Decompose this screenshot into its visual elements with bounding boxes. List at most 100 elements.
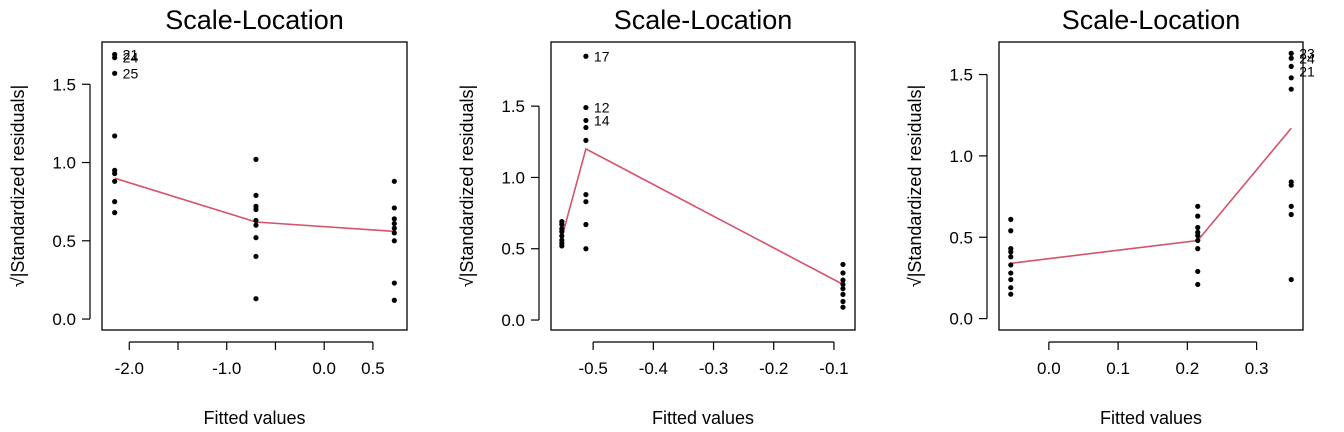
x-tick-label: -0.5: [578, 359, 607, 378]
data-point: [112, 133, 118, 139]
x-tick-label: 0.0: [312, 359, 336, 378]
panel-title: Scale-Location: [165, 5, 344, 35]
x-tick-label: 0.0: [1037, 359, 1061, 378]
x-tick-label: -2.0: [115, 359, 144, 378]
data-point: [253, 253, 259, 260]
data-point: [1195, 237, 1201, 244]
data-point: [1288, 50, 1294, 56]
y-tick-label: 0.0: [52, 310, 76, 329]
data-point: [1288, 86, 1294, 92]
y-tick-label: 0.5: [52, 232, 76, 251]
data-point: [1008, 270, 1014, 276]
data-point: [253, 192, 259, 198]
data-point: [840, 270, 846, 276]
y-tick-label: 1.5: [501, 97, 525, 116]
data-point: [1288, 203, 1294, 209]
y-tick-label: 0.5: [949, 228, 973, 247]
data-point: [1008, 254, 1014, 260]
data-point: [583, 199, 589, 205]
data-point: [1195, 203, 1201, 209]
data-point: [253, 222, 259, 228]
plot-frame: [550, 41, 856, 331]
y-tick-label: 1.0: [949, 147, 973, 166]
data-point: [840, 281, 846, 287]
data-point: [1008, 291, 1014, 297]
data-point: [391, 280, 397, 286]
data-point: [559, 221, 565, 228]
plot-frame: [998, 41, 1304, 331]
point-label: 23: [1299, 45, 1315, 61]
data-point: [112, 210, 118, 216]
data-point: [253, 217, 259, 224]
panel-3: Scale-Location Fitted values √|Standardi…: [905, 5, 1315, 428]
point-label: 12: [594, 100, 610, 116]
panel-2: Scale-Location Fitted values √|Standardi…: [457, 5, 856, 428]
data-point: [583, 117, 589, 124]
x-tick-label: -0.1: [819, 359, 848, 378]
data-point: [112, 178, 118, 184]
x-axis-title: Fitted values: [652, 408, 754, 428]
data-point: [1008, 276, 1014, 283]
smoother-line: [1010, 127, 1292, 265]
y-tick-label: 1.5: [52, 75, 76, 94]
data-point: [1008, 262, 1014, 268]
data-point: [391, 230, 397, 236]
data-point: [1008, 249, 1014, 255]
data-point: [1288, 276, 1294, 283]
point-label: 24: [1299, 50, 1315, 66]
y-tick-label: 0.5: [501, 240, 525, 259]
x-tick-label: -0.4: [639, 359, 668, 378]
point-label: 21: [1299, 63, 1315, 79]
data-point: [391, 220, 397, 227]
data-point: [391, 238, 397, 244]
data-point: [583, 104, 589, 111]
y-tick-label: 1.0: [501, 168, 525, 187]
data-point: [391, 216, 397, 222]
y-axis-title: √|Standardized residuals|: [8, 85, 28, 287]
data-point: [559, 233, 565, 239]
data-point: [583, 191, 589, 198]
data-point: [583, 124, 589, 131]
point-label: 17: [594, 48, 610, 64]
data-point: [840, 304, 846, 310]
data-point: [1195, 224, 1201, 231]
point-label: 14: [594, 112, 610, 128]
data-point: [1195, 268, 1201, 275]
data-point: [583, 137, 589, 143]
point-label: 21: [123, 47, 139, 63]
data-point: [840, 286, 846, 292]
data-point: [1195, 233, 1201, 239]
data-point: [583, 246, 589, 252]
smoother-line: [561, 147, 844, 286]
data-point: [391, 297, 397, 303]
data-point: [391, 205, 397, 211]
y-tick-label: 0.0: [949, 310, 973, 329]
data-point: [1195, 281, 1201, 288]
x-axis-title: Fitted values: [1100, 408, 1202, 428]
y-tick-label: 0.0: [501, 311, 525, 330]
data-point: [840, 291, 846, 297]
x-tick-label: 0.5: [361, 359, 385, 378]
data-point: [112, 70, 118, 76]
data-point: [1288, 75, 1294, 81]
x-tick-label: 0.3: [1245, 359, 1269, 378]
data-point: [1195, 213, 1201, 219]
x-tick-label: -0.3: [699, 359, 728, 378]
data-point: [559, 229, 565, 235]
y-tick-label: 1.5: [949, 66, 973, 85]
data-point: [112, 55, 118, 61]
data-point: [1288, 55, 1294, 61]
data-point: [559, 243, 565, 249]
point-label: 25: [123, 65, 139, 81]
data-point: [253, 156, 259, 162]
data-point: [112, 170, 118, 177]
data-point: [253, 235, 259, 241]
data-point: [1008, 285, 1014, 291]
data-point: [112, 199, 118, 205]
x-tick-label: 0.2: [1176, 359, 1200, 378]
panel-1: Scale-Location Fitted values √|Standardi…: [8, 5, 408, 428]
data-point: [840, 277, 846, 283]
point-label: 24: [123, 50, 139, 66]
data-point: [1288, 182, 1294, 188]
